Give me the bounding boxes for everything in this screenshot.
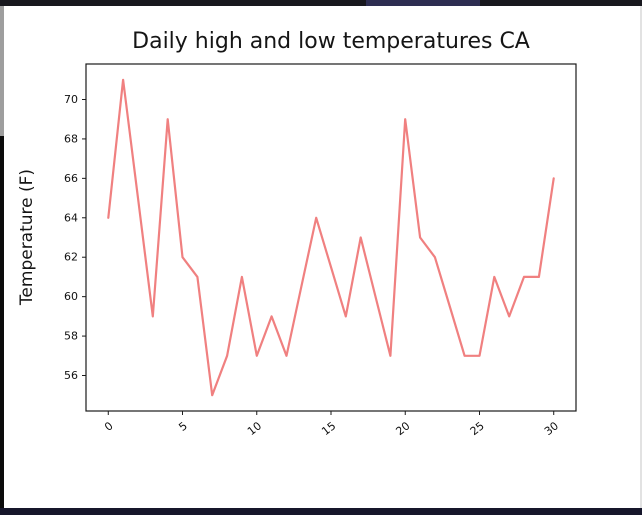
temperature-line bbox=[107, 78, 555, 397]
y-tick-label: 68 bbox=[64, 132, 78, 145]
y-tick-label: 66 bbox=[64, 172, 78, 185]
y-tick-label: 58 bbox=[64, 330, 78, 343]
y-tick-label: 56 bbox=[64, 369, 78, 382]
x-tick-label: 20 bbox=[394, 419, 413, 438]
chart-title: Daily high and low temperatures CA bbox=[132, 29, 530, 54]
x-tick-label: 10 bbox=[245, 419, 264, 438]
x-tick-label: 5 bbox=[176, 419, 190, 434]
top-strip-accent-decoration bbox=[366, 0, 480, 6]
x-tick-label: 30 bbox=[542, 419, 561, 438]
right-edge-decoration bbox=[640, 6, 642, 508]
x-tick-label: 25 bbox=[468, 419, 487, 438]
x-tick-label: 0 bbox=[102, 419, 116, 434]
y-tick-label: 70 bbox=[64, 93, 78, 106]
y-tick-label: 62 bbox=[64, 251, 78, 264]
left-strip-decoration bbox=[0, 6, 4, 509]
y-tick-label: 60 bbox=[64, 290, 78, 303]
y-tick-label: 64 bbox=[64, 211, 78, 224]
bottom-bar-decoration bbox=[0, 508, 642, 515]
x-tick-label: 15 bbox=[319, 419, 338, 438]
top-strip-decoration bbox=[0, 0, 642, 6]
left-strip-top-decoration bbox=[0, 6, 4, 136]
